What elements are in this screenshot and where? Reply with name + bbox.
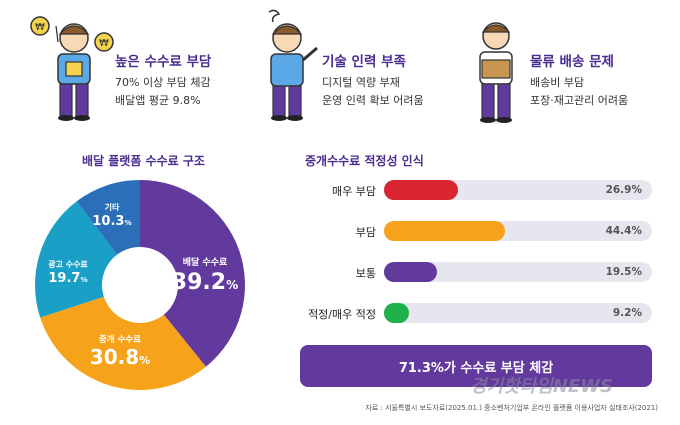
donut-label-4: 기타: [105, 202, 120, 212]
watermark-logo: 경기핫타임NEWS: [470, 376, 613, 397]
highlight-title-fee: 높은 수수료 부담: [115, 54, 212, 70]
highlight-line-logistics-2: 포장·재고관리 어려움: [530, 94, 629, 107]
highlight-line-fee-2: 배달앱 평균 9.8%: [115, 94, 201, 107]
highlight-title-logistics: 물류 배송 문제: [530, 54, 614, 70]
donut-slice-4: [76, 180, 140, 255]
bar-chart-title: 중개수수료 적정성 인식: [305, 154, 424, 168]
donut-label-3: 광고 수수료: [48, 259, 88, 269]
bar-fill-4: [384, 303, 410, 323]
bar-label-2: 부담: [355, 226, 376, 239]
donut-value-1: 39.2%: [172, 270, 238, 295]
highlight-line-tech-2: 운영 인력 확보 어려움: [322, 94, 424, 107]
highlight-line-fee-1: 70% 이상 부담 체감: [115, 76, 211, 89]
bar-fill-3: [384, 262, 438, 282]
bar-label-3: 보통: [355, 267, 376, 280]
summary-banner: 71.3%가 수수료 부담 체감: [300, 345, 652, 387]
bar-value-4: 9.2%: [612, 307, 642, 319]
svg-text:₩: ₩: [35, 22, 45, 33]
bar-value-1: 26.9%: [605, 184, 642, 196]
bar-fill-1: [384, 180, 458, 200]
bar-track-1: [384, 180, 652, 200]
highlight-line-tech-1: 디지털 역량 부재: [322, 76, 400, 89]
person-with-box-illustration: [479, 22, 513, 123]
highlight-line-logistics-1: 배송비 부담: [530, 76, 585, 89]
donut-label-1: 배달 수수료: [183, 256, 228, 268]
confused-person-illustration: [268, 9, 318, 121]
highlight-title-tech: 기술 인력 부족: [322, 54, 406, 70]
bar-track-3: [384, 262, 652, 282]
person-with-coins-illustration: ₩ ₩: [30, 16, 114, 121]
bar-track-4: [384, 303, 652, 323]
donut-label-2: 중개 수수료: [99, 334, 141, 345]
bar-value-3: 19.5%: [605, 266, 642, 278]
donut-chart-title: 배달 플랫폼 수수료 구조: [82, 154, 205, 168]
donut-value-2: 30.8%: [90, 345, 150, 369]
donut-slice-3: [35, 201, 118, 318]
source-note: 자료 : 서울특별시 보도자료(2025.01.) 중소벤처기업부 온라인 플랫…: [365, 404, 658, 412]
bar-track-2: [384, 221, 652, 241]
bar-value-2: 44.4%: [605, 225, 642, 237]
donut-value-4: 10.3%: [92, 214, 131, 229]
donut-slice-1: [140, 180, 245, 367]
donut-value-3: 19.7%: [48, 271, 87, 286]
bar-fill-2: [384, 221, 506, 241]
bar-label-1: 매우 부담: [332, 185, 376, 198]
bar-label-4: 적정/매우 적정: [308, 308, 376, 321]
svg-text:₩: ₩: [99, 38, 109, 49]
donut-slice-2: [40, 296, 206, 390]
